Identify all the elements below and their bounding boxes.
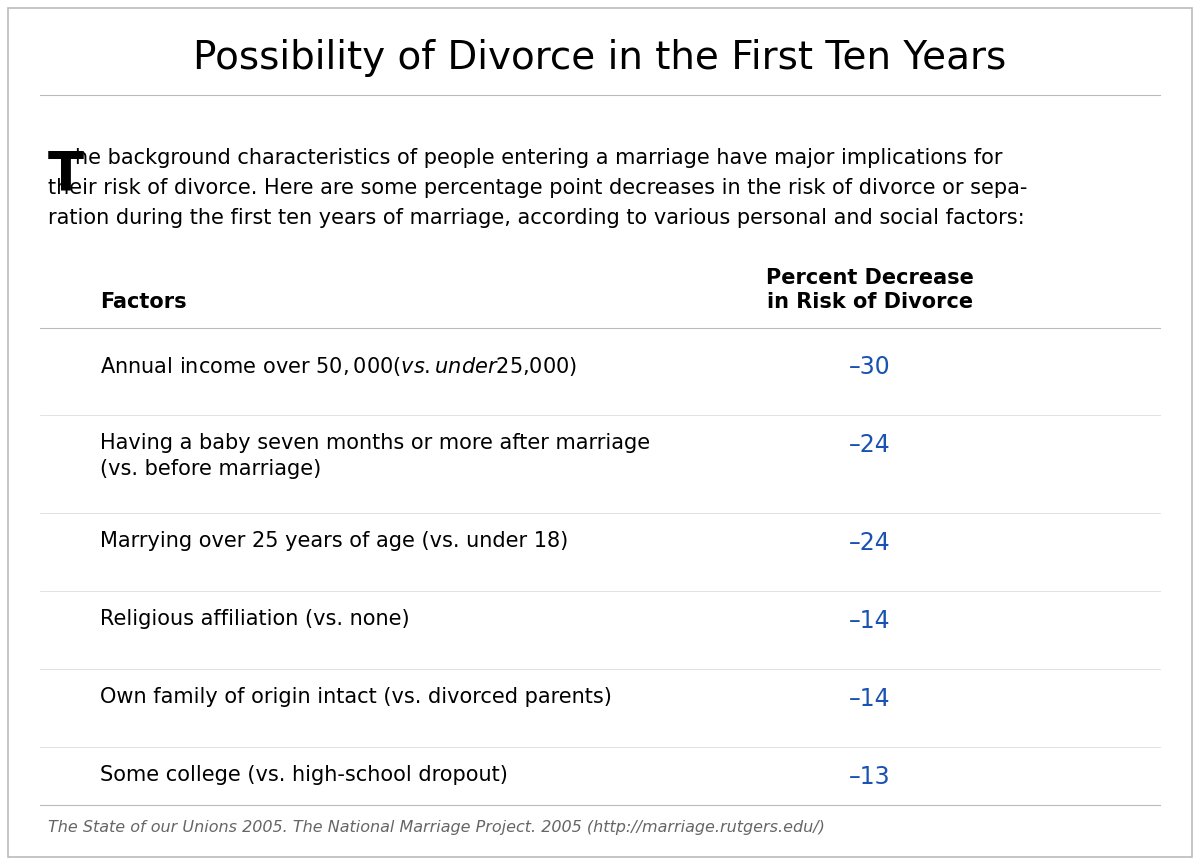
Text: ration during the first ten years of marriage, according to various personal and: ration during the first ten years of mar…: [48, 208, 1025, 228]
Text: Marrying over 25 years of age (vs. under 18): Marrying over 25 years of age (vs. under…: [100, 531, 569, 551]
Text: Religious affiliation (vs. none): Religious affiliation (vs. none): [100, 609, 409, 629]
Text: –24: –24: [850, 433, 890, 457]
Text: their risk of divorce. Here are some percentage point decreases in the risk of d: their risk of divorce. Here are some per…: [48, 178, 1027, 198]
Text: Factors: Factors: [100, 292, 187, 312]
Text: Having a baby seven months or more after marriage: Having a baby seven months or more after…: [100, 433, 650, 453]
Text: Annual income over $50,000 (vs. under $25,000): Annual income over $50,000 (vs. under $2…: [100, 355, 577, 378]
Text: –24: –24: [850, 531, 890, 555]
Text: –30: –30: [850, 355, 890, 379]
Text: Percent Decrease: Percent Decrease: [766, 268, 974, 288]
Text: (vs. before marriage): (vs. before marriage): [100, 459, 322, 479]
Text: –13: –13: [850, 765, 890, 789]
Text: Own family of origin intact (vs. divorced parents): Own family of origin intact (vs. divorce…: [100, 687, 612, 707]
Text: in Risk of Divorce: in Risk of Divorce: [767, 292, 973, 312]
Text: The State of our Unions 2005. The National Marriage Project. 2005 (http://marria: The State of our Unions 2005. The Nation…: [48, 820, 824, 835]
Text: –14: –14: [850, 609, 890, 633]
Text: Possibility of Divorce in the First Ten Years: Possibility of Divorce in the First Ten …: [193, 39, 1007, 77]
Text: T: T: [48, 148, 84, 200]
Text: –14: –14: [850, 687, 890, 711]
Text: Some college (vs. high-school dropout): Some college (vs. high-school dropout): [100, 765, 508, 785]
Text: he background characteristics of people entering a marriage have major implicati: he background characteristics of people …: [74, 148, 1002, 168]
